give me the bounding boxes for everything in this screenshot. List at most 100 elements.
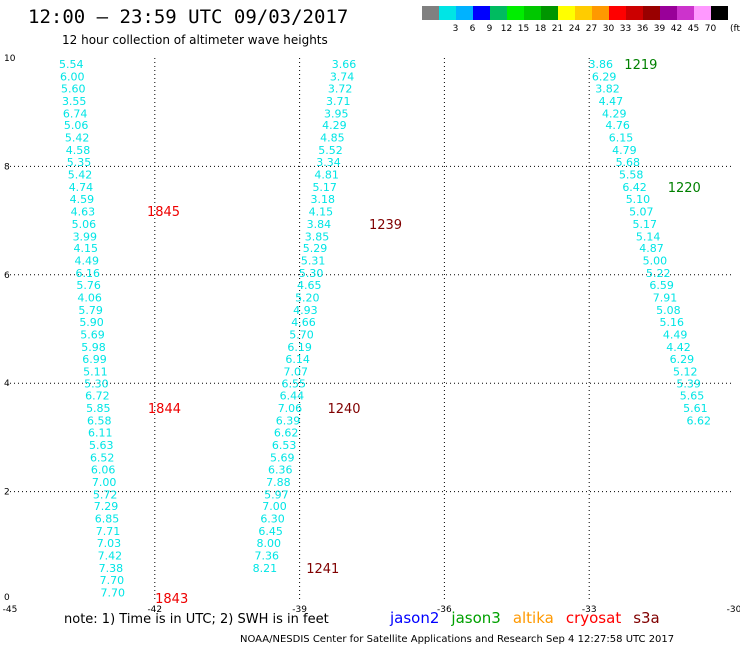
chart-subtitle: 12 hour collection of altimeter wave hei…	[62, 33, 328, 47]
wave-height-label: 4.49	[663, 328, 688, 341]
wave-height-label: 5.61	[683, 402, 708, 415]
wave-height-label: 8.21	[253, 562, 278, 575]
wave-height-label: 6.74	[63, 107, 88, 120]
wave-height-label: 6.85	[95, 513, 120, 526]
legend-swatch	[456, 6, 473, 20]
legend-label: 30	[602, 24, 615, 34]
wave-height-label: 7.70	[101, 586, 126, 599]
legend-swatch	[660, 6, 677, 20]
wave-height-label: 3.99	[73, 230, 98, 243]
wave-height-label: 5.69	[80, 328, 105, 341]
wave-height-label: 7.07	[283, 365, 308, 378]
wave-height-label: 3.18	[311, 193, 336, 206]
legend-label: 33	[619, 24, 632, 34]
wave-height-label: 5.17	[632, 218, 657, 231]
wave-height-label: 4.29	[602, 107, 627, 120]
wave-height-label: 4.59	[70, 193, 95, 206]
wave-height-label: 7.06	[278, 402, 303, 415]
wave-height-label: 4.15	[74, 242, 99, 255]
wave-height-label: 5.14	[636, 230, 661, 243]
wave-height-label: 5.60	[61, 82, 86, 95]
wave-height-label: 5.79	[78, 304, 103, 317]
wave-height-label: 4.74	[69, 181, 94, 194]
wave-height-label: 6.58	[87, 415, 112, 428]
wave-height-label: 5.85	[86, 402, 111, 415]
time-label: 1845	[147, 205, 180, 220]
wave-height-label: 7.00	[92, 476, 117, 489]
legend-swatch	[422, 6, 439, 20]
legend-label: 39	[653, 24, 666, 34]
wave-height-label: 5.30	[84, 378, 109, 391]
legend-unit: (ft)	[730, 24, 740, 34]
wave-height-label: 5.98	[81, 341, 106, 354]
wave-height-label: 7.00	[262, 500, 287, 513]
legend-label: 42	[670, 24, 683, 34]
wave-height-label: 5.10	[626, 193, 651, 206]
wave-height-label: 6.52	[90, 451, 115, 464]
wave-height-label: 5.76	[76, 279, 101, 292]
wave-height-label: 6.62	[274, 427, 299, 440]
wave-height-label: 4.87	[639, 242, 664, 255]
wave-height-label: 4.66	[291, 316, 316, 329]
legend-label: 15	[517, 24, 530, 34]
satellite-name: jason3	[451, 609, 501, 627]
wave-height-label: 5.54	[59, 58, 84, 71]
legend-label: 3	[452, 24, 459, 34]
wave-height-label: 7.70	[100, 574, 125, 587]
x-tick-label: -33	[582, 605, 597, 615]
y-tick-label: 8	[4, 162, 10, 172]
wave-height-label: 7.91	[653, 292, 678, 305]
legend-swatch	[507, 6, 524, 20]
wave-height-label: 6.36	[268, 463, 293, 476]
wave-height-label: 4.63	[71, 205, 96, 218]
wave-height-label: 5.06	[72, 218, 97, 231]
legend-swatch	[524, 6, 541, 20]
wave-height-label: 7.03	[97, 537, 122, 550]
wave-height-label: 3.84	[307, 218, 332, 231]
wave-height-label: 5.68	[616, 156, 641, 169]
legend-swatch	[609, 6, 626, 20]
wave-height-label: 6.11	[88, 427, 113, 440]
satellite-name: jason2	[390, 609, 440, 627]
wave-height-label: 5.07	[629, 205, 654, 218]
wave-height-label: 4.29	[322, 119, 347, 132]
wave-height-label: 4.49	[74, 255, 99, 268]
time-label: 1240	[327, 402, 360, 417]
legend-swatch	[694, 6, 711, 20]
x-tick-label: -45	[3, 605, 18, 615]
footer-note: note: 1) Time is in UTC; 2) SWH is in fe…	[64, 612, 329, 627]
wave-height-label: 5.16	[659, 316, 684, 329]
legend-label: 27	[585, 24, 598, 34]
wave-height-label: 5.69	[270, 451, 295, 464]
time-label: 1843	[155, 592, 188, 607]
wave-height-label: 4.85	[320, 132, 345, 145]
wave-height-label: 7.71	[96, 525, 121, 538]
wave-height-label: 6.14	[285, 353, 310, 366]
wave-height-label: 4.47	[599, 95, 624, 108]
wave-height-label: 5.97	[264, 488, 289, 501]
wave-height-label: 6.99	[82, 353, 107, 366]
wave-height-label: 3.74	[330, 70, 355, 83]
wave-height-label: 5.63	[89, 439, 114, 452]
wave-height-label: 3.34	[316, 156, 341, 169]
wave-height-label: 5.31	[301, 255, 326, 268]
legend-label: 9	[486, 24, 493, 34]
wave-height-label: 4.15	[309, 205, 334, 218]
wave-height-label: 6.30	[260, 513, 285, 526]
chart-title: 12:00 – 23:59 UTC 09/03/2017	[28, 6, 349, 28]
wave-height-label: 7.42	[98, 550, 123, 563]
wave-height-label: 5.20	[295, 292, 320, 305]
x-tick-label: -30	[727, 605, 740, 615]
wave-height-label: 5.42	[65, 132, 90, 145]
wave-height-label: 6.72	[85, 390, 110, 403]
wave-height-label: 3.95	[324, 107, 349, 120]
legend-swatch	[575, 6, 592, 20]
wave-height-label: 6.39	[276, 415, 301, 428]
wave-height-label: 5.70	[289, 328, 314, 341]
legend-label: 6	[469, 24, 476, 34]
satellite-legend: jason2 jason3 altika cryosat s3a	[390, 609, 672, 627]
wave-height-label: 3.71	[326, 95, 351, 108]
y-tick-label: 0	[4, 593, 10, 603]
x-tick-label: -42	[147, 605, 162, 615]
